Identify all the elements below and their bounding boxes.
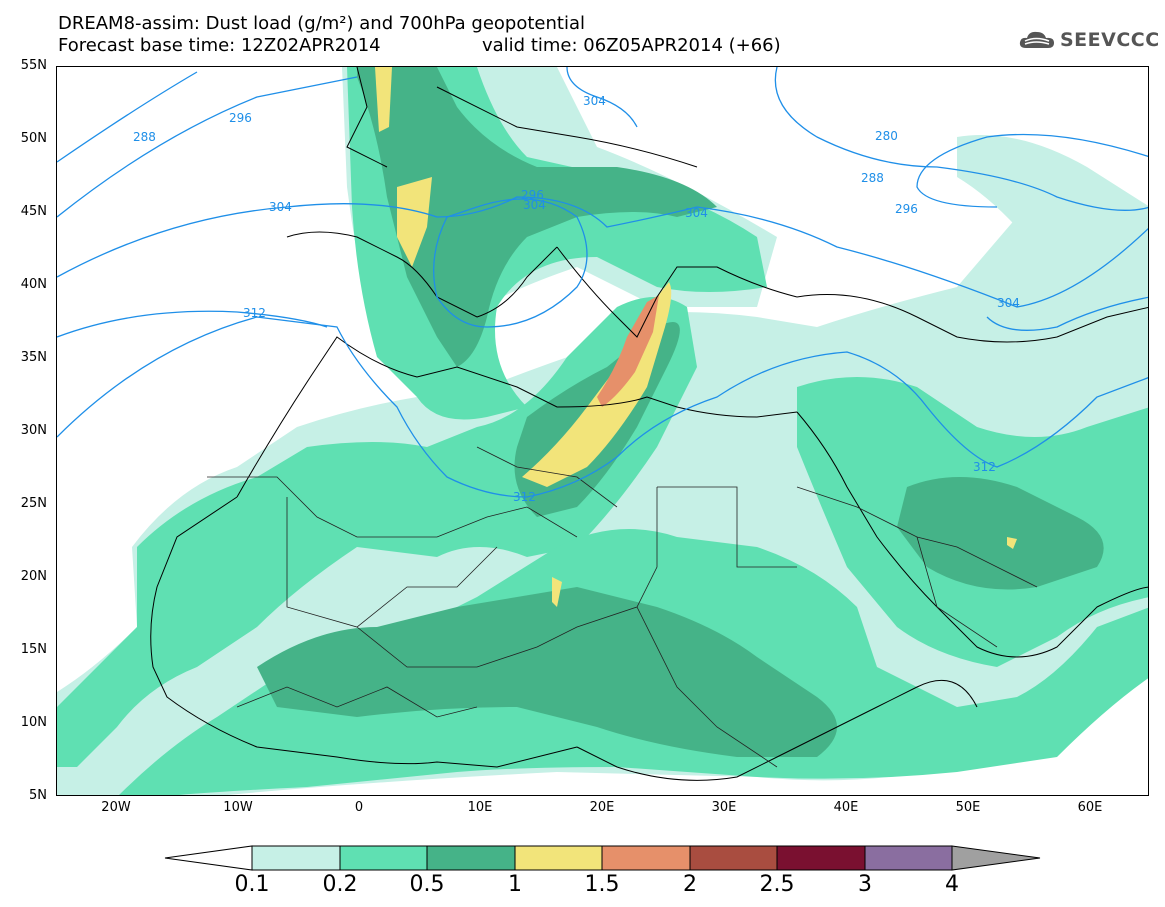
colorbar-tick-label: 2 <box>683 872 697 897</box>
contour-label: 304 <box>685 206 708 220</box>
lat-label-50n: 50N <box>20 131 47 146</box>
colorbar-swatch <box>776 845 866 871</box>
coastlines <box>150 67 1148 781</box>
contour-label: 304 <box>997 296 1020 310</box>
contour-label: 288 <box>861 171 884 185</box>
colorbar-swatch <box>426 845 516 871</box>
colorbar-tick-label: 0.1 <box>234 872 270 897</box>
cloud-icon <box>1019 31 1054 48</box>
colorbar-swatch <box>689 845 778 871</box>
lon-label-60e: 60E <box>1077 800 1103 815</box>
colorbar-swatch <box>864 845 953 871</box>
lat-label-30n: 30N <box>20 423 47 438</box>
lat-label-20n: 20N <box>20 569 47 584</box>
lon-label-0: 0 <box>354 800 364 815</box>
lon-label-10e: 10E <box>467 800 493 815</box>
dust-map: 280 288 288 296 296 296 304 304 304 304 … <box>57 67 1148 795</box>
colorbar-over-triangle <box>951 845 1041 871</box>
lat-label-15n: 15N <box>20 642 47 657</box>
contour-label: 304 <box>523 198 546 212</box>
lon-label-10w: 10W <box>223 800 253 815</box>
colorbar-swatch <box>339 845 428 871</box>
contour-label: 280 <box>875 129 898 143</box>
contour-label: 312 <box>243 306 266 320</box>
logo-text: SEEVCCC <box>1060 29 1160 51</box>
colorbar-graphic <box>164 845 1041 871</box>
contour-label: 296 <box>895 202 918 216</box>
colorbar-swatch <box>514 845 603 871</box>
lat-label-45n: 45N <box>20 204 47 219</box>
valid-time: valid time: 06Z05APR2014 (+66) <box>482 35 781 56</box>
country-borders <box>207 446 1038 768</box>
colorbar-tick-label: 0.2 <box>322 872 358 897</box>
lat-label-10n: 10N <box>20 715 47 730</box>
lon-label-20w: 20W <box>101 800 131 815</box>
colorbar-tick-label: 1.5 <box>584 872 620 897</box>
forecast-base-time: Forecast base time: 12Z02APR2014 <box>58 35 381 56</box>
seevccc-logo: SEEVCCC <box>1018 28 1160 52</box>
contour-labels: 280 288 288 296 296 296 304 304 304 304 … <box>133 94 1020 504</box>
lon-label-20e: 20E <box>589 800 615 815</box>
contour-label: 304 <box>583 94 606 108</box>
lat-label-55n: 55N <box>20 58 47 73</box>
lat-label-5n: 5N <box>29 788 47 803</box>
lat-label-35n: 35N <box>20 350 47 365</box>
colorbar-tick-label: 1 <box>508 872 522 897</box>
map-title: DREAM8-assim: Dust load (g/m²) and 700hP… <box>58 13 585 34</box>
contour-label: 296 <box>521 188 544 202</box>
colorbar-under-triangle <box>164 845 253 871</box>
contour-label: 288 <box>133 130 156 144</box>
lon-label-30e: 30E <box>711 800 737 815</box>
colorbar-tick-label: 3 <box>858 872 872 897</box>
colorbar-tick-label: 4 <box>945 872 959 897</box>
colorbar-swatch <box>601 845 691 871</box>
lat-label-25n: 25N <box>20 496 47 511</box>
lon-label-40e: 40E <box>833 800 859 815</box>
map-panel[interactable]: 280 288 288 296 296 296 304 304 304 304 … <box>56 66 1149 796</box>
lat-label-40n: 40N <box>20 277 47 292</box>
lon-label-50e: 50E <box>955 800 981 815</box>
geopotential-contours <box>57 67 1148 498</box>
colorbar-tick-label: 0.5 <box>409 872 445 897</box>
colorbar-tick-label: 2.5 <box>759 872 795 897</box>
contour-label: 296 <box>229 111 252 125</box>
contour-label: 312 <box>513 490 536 504</box>
colorbar-swatch <box>251 845 341 871</box>
contour-label: 304 <box>269 200 292 214</box>
contour-label: 312 <box>973 460 996 474</box>
